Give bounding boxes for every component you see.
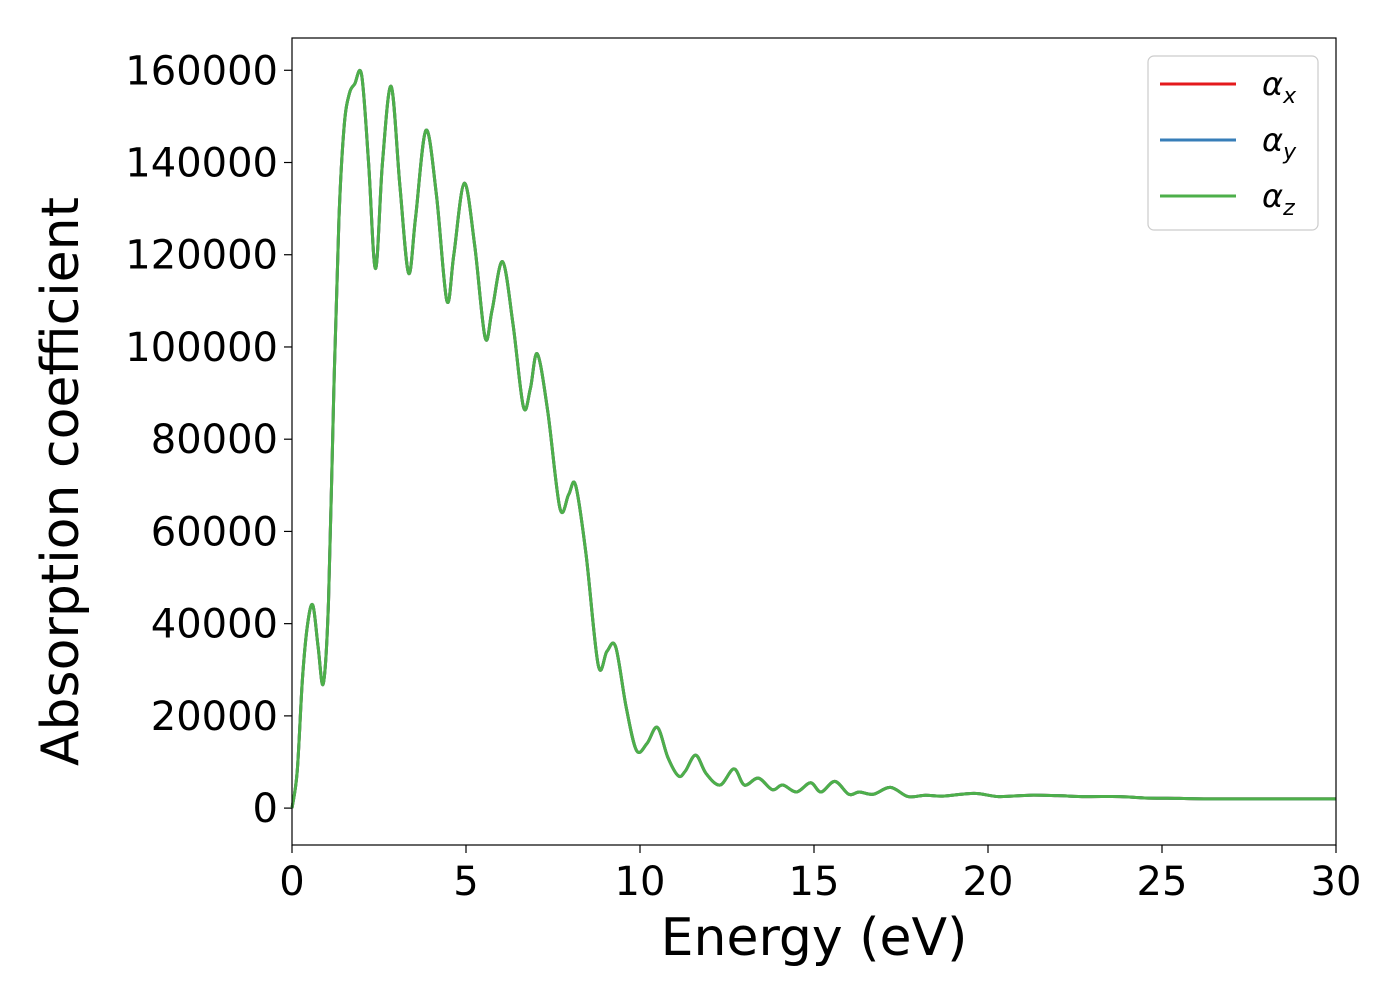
x-tick-label: 10 — [615, 859, 666, 905]
x-tick-label: 20 — [963, 859, 1014, 905]
x-axis-title: Energy (eV) — [661, 908, 968, 968]
legend-label-y: αy — [1262, 121, 1297, 165]
x-axis-ticks: 0 5 10 15 20 25 30 — [279, 845, 1361, 905]
y-tick-label: 160000 — [125, 48, 278, 94]
y-tick-label: 100000 — [125, 325, 278, 371]
y-tick-label: 140000 — [125, 141, 278, 187]
y-tick-label: 60000 — [151, 509, 278, 555]
y-tick-label: 80000 — [151, 417, 278, 463]
x-tick-label: 30 — [1311, 859, 1362, 905]
legend-box — [1147, 55, 1319, 231]
plot-frame — [291, 37, 1337, 846]
y-tick-label: 120000 — [125, 233, 278, 279]
x-tick-label: 15 — [789, 859, 840, 905]
series-lines — [290, 68, 1336, 809]
legend: αx αy αz — [1147, 55, 1319, 231]
legend-label-x: αx — [1262, 65, 1297, 109]
y-tick-label: 40000 — [151, 602, 278, 648]
y-axis-ticks: 0 20000 40000 60000 80000 100000 120000 140000 1… — [125, 48, 292, 832]
y-axis-title: Absorption coefficient — [31, 197, 91, 766]
y-tick-label: 20000 — [151, 694, 278, 740]
x-tick-label: 0 — [279, 859, 304, 905]
x-tick-label: 25 — [1137, 859, 1188, 905]
x-tick-label: 5 — [453, 859, 478, 905]
legend-label-z: αz — [1262, 177, 1295, 221]
y-tick-label: 0 — [253, 786, 278, 832]
series-line-z — [290, 68, 1336, 809]
